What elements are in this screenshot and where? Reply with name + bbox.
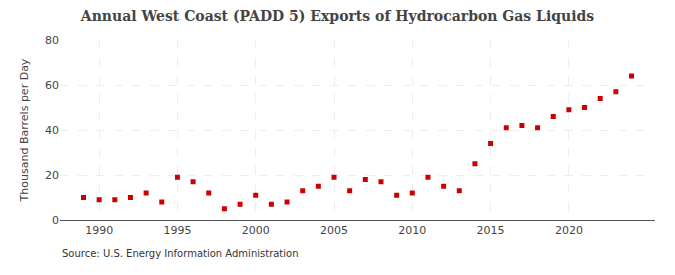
svg-text:Source: U.S. Energy Informatio: Source: U.S. Energy Information Administ… <box>62 248 299 259</box>
svg-text:0: 0 <box>52 214 59 227</box>
svg-text:80: 80 <box>45 34 59 47</box>
svg-text:2020: 2020 <box>555 224 583 237</box>
svg-text:2000: 2000 <box>242 224 270 237</box>
svg-text:20: 20 <box>45 169 59 182</box>
svg-text:Annual West Coast (PADD 5) Exp: Annual West Coast (PADD 5) Exports of Hy… <box>80 8 595 24</box>
svg-text:1995: 1995 <box>163 224 191 237</box>
svg-text:2015: 2015 <box>477 224 505 237</box>
svg-text:2005: 2005 <box>320 224 348 237</box>
svg-text:Thousand Barrels per Day: Thousand Barrels per Day <box>18 58 31 202</box>
svg-text:1990: 1990 <box>85 224 113 237</box>
svg-text:60: 60 <box>45 79 59 92</box>
svg-text:2010: 2010 <box>398 224 426 237</box>
svg-text:40: 40 <box>45 124 59 137</box>
